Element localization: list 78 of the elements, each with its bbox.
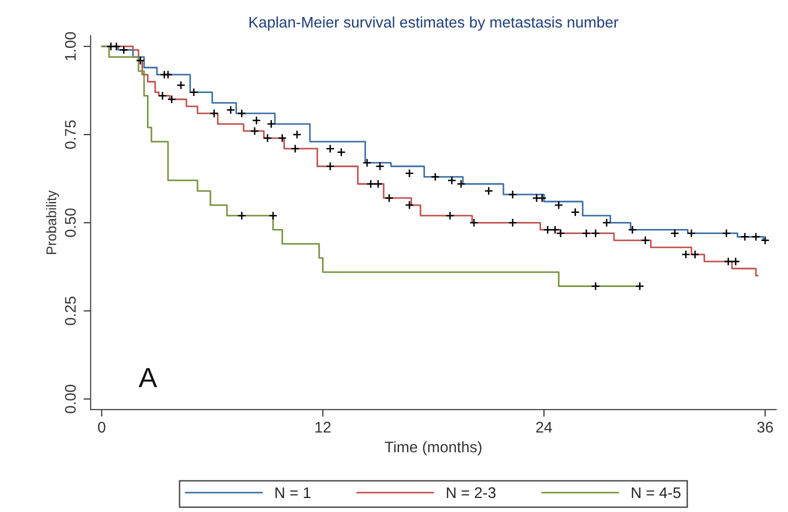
point [538,194,547,203]
point [681,250,690,259]
point [326,162,335,171]
point [210,108,219,118]
x-tick-label: 0 [98,422,106,433]
point [635,282,644,291]
y-tick-label: 0.25 [64,296,76,326]
point [550,225,560,234]
point [226,105,236,114]
x-tick-label: 36 [757,422,773,433]
point [591,282,600,291]
point [640,236,650,245]
legend-label: N = 1 [276,487,310,498]
point [532,194,542,203]
point [237,211,246,220]
x-tick-label: 24 [536,422,552,432]
x-tick-label: 12 [315,422,331,432]
point [556,228,566,238]
point [189,88,198,97]
y-tick-label: 0.75 [64,120,76,149]
point [237,108,246,118]
point [136,56,145,66]
point [384,194,394,203]
chart-title: Kaplan-Meier survival estimates by metastasis number [250,16,618,31]
point [266,119,276,128]
point [731,257,740,266]
point [290,144,300,154]
x-axis-title: Time (months) [384,441,482,456]
annotation: A [138,368,158,388]
point [430,172,440,182]
point [591,228,600,238]
point [543,225,552,234]
point [250,126,260,136]
point [508,218,518,228]
point [670,228,680,238]
point [176,80,186,90]
point [336,148,346,157]
point [404,168,414,178]
point [112,42,121,51]
y-axis-title: Probability [46,190,60,254]
point [722,228,731,238]
point [158,91,167,100]
point [252,116,261,125]
point [456,179,466,188]
point [326,144,335,154]
point [263,134,272,143]
point [445,211,454,220]
y-tick-label: 0.50 [64,208,76,237]
point [362,158,372,168]
point [119,45,128,54]
point [469,218,478,228]
legend-label: N = 2-3 [446,487,496,498]
point [602,218,612,228]
point [366,179,376,188]
point [582,228,591,238]
point [751,232,760,242]
point [740,232,750,242]
point [686,228,696,238]
point [167,94,176,104]
point [292,130,302,140]
point [508,190,518,200]
point [278,134,287,143]
point [106,42,116,51]
legend-label: N = 4-5 [632,487,681,498]
point [570,208,580,217]
y-tick-label: 1.00 [64,32,76,60]
y-tick-label: 0.00 [64,384,76,414]
point [404,200,414,210]
point [374,179,383,188]
point [760,236,770,245]
point [375,162,384,171]
point [554,200,564,210]
point [690,250,700,259]
point [484,186,494,196]
point [628,225,637,234]
point [447,176,456,185]
point [724,257,733,266]
point [268,211,278,220]
